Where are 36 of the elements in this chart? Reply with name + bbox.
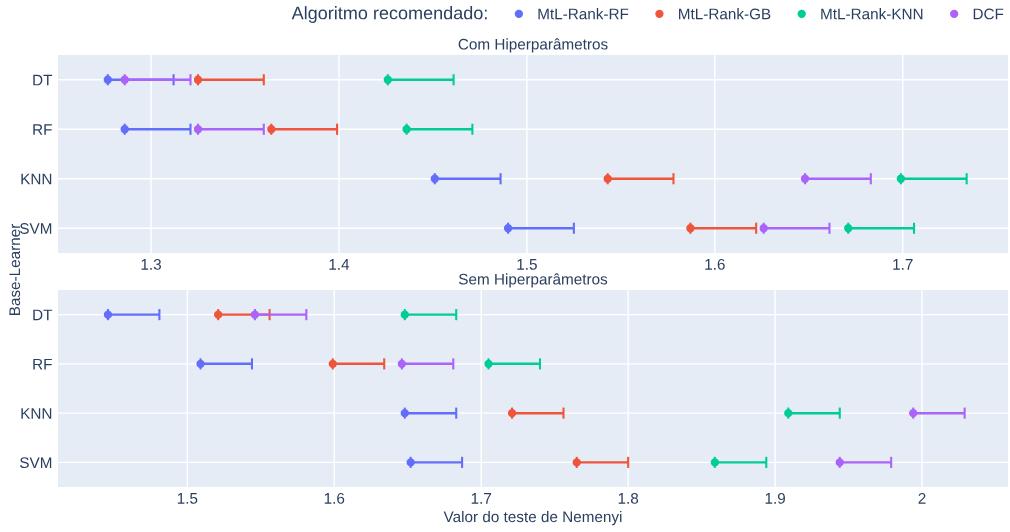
legend-label: DCF <box>973 8 1004 20</box>
x-tick-label: 1.4 <box>329 259 350 270</box>
x-tick-label: 1.7 <box>893 259 913 270</box>
x-tick-label: 1.9 <box>765 492 785 504</box>
x-tick-label: 1.6 <box>324 492 345 504</box>
legend-title: Algoritmo recomendado: <box>291 6 487 23</box>
y-tick-label: SVM <box>20 457 52 469</box>
point <box>896 174 906 183</box>
x-tick-label: 1.5 <box>517 259 537 270</box>
y-tick-label: KNN <box>21 408 52 419</box>
point <box>397 359 407 369</box>
legend-label: MtL-Rank-RF <box>538 8 629 20</box>
y-tick-label: KNN <box>21 173 52 185</box>
x-tick-label: 1.7 <box>471 493 492 504</box>
y-tick-label: RF <box>33 124 52 135</box>
y-tick-label: DT <box>33 74 53 86</box>
point <box>103 310 113 319</box>
legend-label: MtL-Rank-KNN <box>821 8 923 20</box>
point <box>800 174 810 183</box>
x-tick-label: 1.8 <box>618 492 639 504</box>
point <box>710 458 720 467</box>
chart-title: Com Hiperparâmetros <box>458 38 608 53</box>
y-tick-label: DT <box>33 309 53 321</box>
point <box>503 224 513 233</box>
legend-label: MtL-Rank-GB <box>679 8 771 20</box>
point <box>507 408 517 418</box>
point <box>250 310 260 319</box>
x-tick-label: 2 <box>918 492 926 504</box>
x-tick-label: 1.6 <box>705 258 725 270</box>
y-axis-title: Base-Learner <box>9 223 21 316</box>
x-tick-label: 1.3 <box>141 258 161 270</box>
y-tick-label: RF <box>33 358 52 370</box>
x-tick-label: 1.5 <box>177 493 198 504</box>
x-axis-title: Valor do teste de Nemenyi <box>443 510 622 526</box>
y-tick-label: SVM <box>20 223 52 234</box>
chart-title: Sem Hiperparâmetros <box>458 273 608 288</box>
